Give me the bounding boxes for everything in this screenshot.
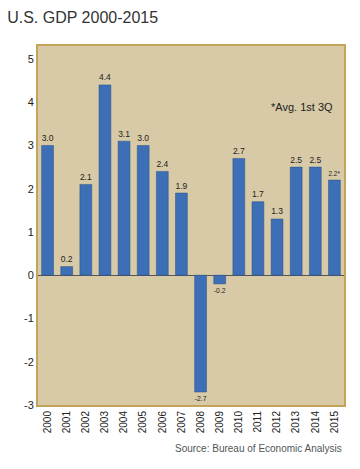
svg-text:-2: -2	[24, 356, 34, 368]
svg-text:0: 0	[28, 269, 34, 281]
svg-text:2005: 2005	[137, 411, 148, 434]
svg-text:2.4: 2.4	[156, 159, 168, 169]
svg-text:5: 5	[28, 53, 34, 65]
svg-text:2.5: 2.5	[290, 155, 302, 165]
svg-text:2013: 2013	[290, 411, 301, 434]
svg-text:2: 2	[28, 183, 34, 195]
svg-text:2.1: 2.1	[80, 172, 92, 182]
svg-text:2015: 2015	[329, 411, 340, 434]
svg-text:1: 1	[28, 226, 34, 238]
svg-text:1.3: 1.3	[271, 206, 283, 216]
svg-text:3: 3	[28, 139, 34, 151]
svg-text:2012: 2012	[271, 411, 282, 434]
svg-text:2002: 2002	[80, 411, 91, 434]
svg-text:2.5: 2.5	[309, 155, 321, 165]
svg-text:2004: 2004	[118, 411, 129, 434]
svg-text:2011: 2011	[252, 411, 263, 433]
svg-text:2003: 2003	[99, 411, 110, 434]
svg-text:4.4: 4.4	[99, 72, 111, 82]
svg-text:2008: 2008	[195, 411, 206, 434]
svg-text:0.2: 0.2	[61, 254, 73, 264]
svg-text:-3: -3	[24, 399, 34, 411]
svg-text:2.7: 2.7	[233, 146, 245, 156]
svg-text:4: 4	[28, 96, 34, 108]
svg-text:1.9: 1.9	[176, 181, 188, 191]
svg-text:2006: 2006	[157, 411, 168, 434]
svg-text:-0.2: -0.2	[214, 287, 226, 294]
svg-text:3.0: 3.0	[137, 133, 149, 143]
svg-text:U.S. GDP 2000-2015: U.S. GDP 2000-2015	[7, 9, 158, 26]
svg-text:Source: Bureau of Economic Ana: Source: Bureau of Economic Analysis	[175, 443, 342, 454]
svg-text:2.2*: 2.2*	[329, 170, 341, 177]
svg-text:2014: 2014	[310, 411, 321, 434]
svg-text:*Avg. 1st 3Q: *Avg. 1st 3Q	[271, 101, 333, 113]
svg-text:3.0: 3.0	[42, 133, 54, 143]
svg-text:2010: 2010	[233, 411, 244, 434]
svg-text:2009: 2009	[214, 411, 225, 434]
svg-text:2007: 2007	[176, 411, 187, 434]
svg-text:-1: -1	[24, 312, 34, 324]
svg-text:2001: 2001	[61, 411, 72, 434]
svg-text:3.1: 3.1	[118, 129, 130, 139]
svg-text:2000: 2000	[42, 411, 53, 434]
svg-text:-2.7: -2.7	[195, 395, 207, 402]
svg-text:1.7: 1.7	[252, 189, 264, 199]
